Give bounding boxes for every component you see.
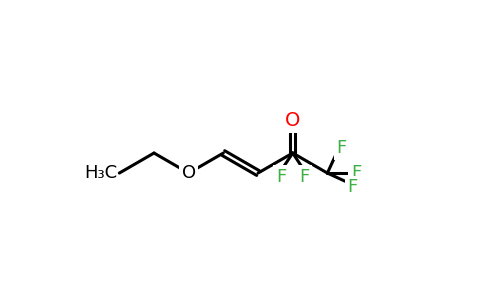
Text: F: F <box>337 139 347 157</box>
Text: F: F <box>347 178 358 196</box>
Text: F: F <box>299 168 309 186</box>
Text: O: O <box>182 164 196 182</box>
Text: F: F <box>351 164 362 182</box>
Text: F: F <box>276 168 286 186</box>
Text: H₃C: H₃C <box>85 164 118 182</box>
Text: O: O <box>285 111 301 130</box>
